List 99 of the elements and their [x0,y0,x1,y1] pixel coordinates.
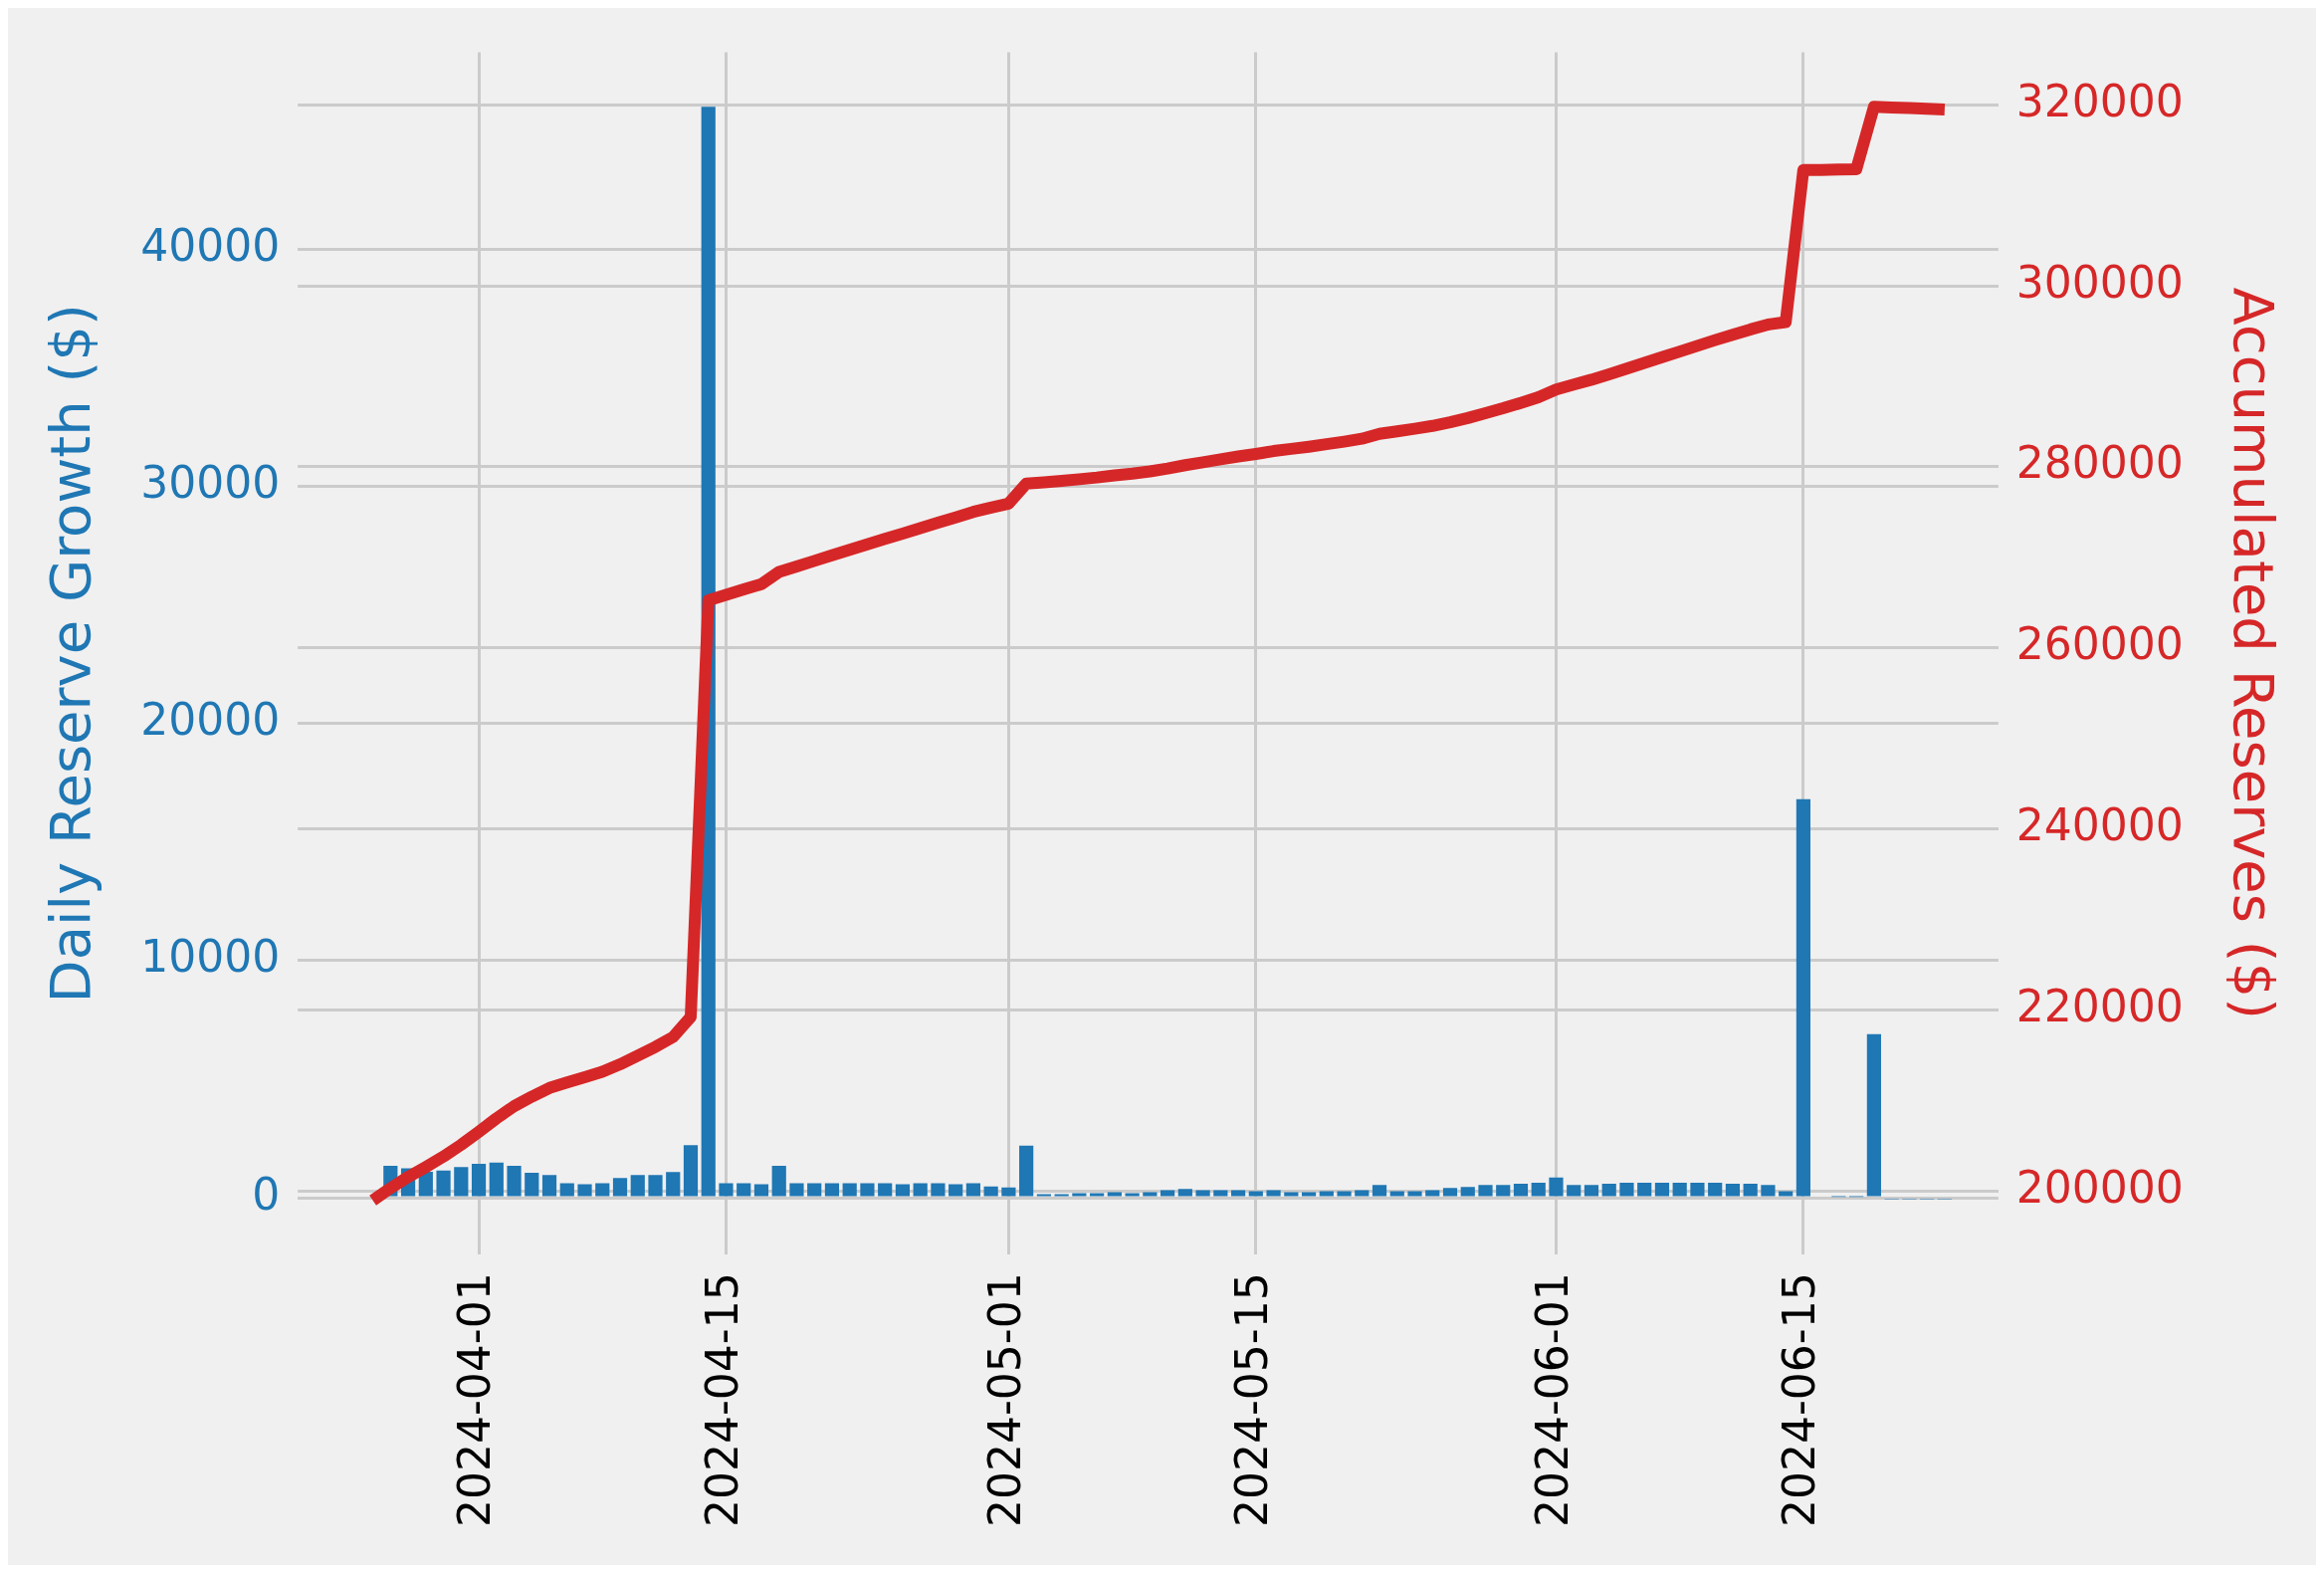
bar [771,1165,786,1197]
bar [1496,1185,1511,1197]
y-tick-label: 10000 [140,931,281,983]
bar [1125,1193,1140,1197]
bar [1319,1191,1334,1197]
bar [1478,1185,1493,1197]
bar [895,1184,911,1197]
x-tick-label: 2024-05-01 [978,1272,1030,1528]
bar [1672,1183,1687,1197]
bar [1442,1188,1458,1197]
y2-tick-label: 240000 [2015,799,2184,851]
bar [737,1183,751,1197]
bar [577,1184,592,1197]
bar [1690,1183,1705,1197]
bar [1761,1185,1776,1197]
bar [807,1183,822,1197]
y-tick-label: 40000 [140,219,281,271]
bar [489,1162,504,1197]
bar [949,1184,963,1197]
bar [1090,1193,1105,1197]
bar [719,1183,734,1197]
bar [860,1183,875,1197]
bar [612,1178,628,1197]
bar [436,1170,451,1197]
y2-tick-label: 300000 [2015,256,2184,308]
y-tick-label: 0 [252,1168,281,1220]
bar [1213,1190,1228,1197]
bar [1372,1185,1387,1197]
bar [1866,1033,1881,1197]
bar [1425,1190,1440,1197]
bar [1036,1194,1051,1197]
bar [1143,1192,1158,1197]
bar [541,1175,557,1197]
bar [1637,1183,1652,1197]
bar [965,1183,980,1197]
bar [418,1171,433,1197]
y-tick-label: 20000 [140,694,281,746]
bar [1337,1191,1352,1197]
bar [1177,1189,1192,1197]
bar [1072,1193,1087,1197]
bar [789,1183,804,1197]
y2-tick-label: 200000 [2015,1162,2184,1214]
bar [1389,1191,1404,1197]
bar [1549,1177,1564,1197]
bar [1531,1183,1546,1197]
bar [1248,1191,1263,1197]
bar [931,1183,946,1197]
bar [1230,1190,1246,1197]
bar [525,1173,539,1197]
bar [1567,1185,1582,1197]
bar [595,1183,610,1197]
x-tick-label: 2024-06-01 [1526,1272,1578,1528]
bar [1460,1187,1475,1197]
bar [1796,798,1810,1197]
bar [1779,1191,1794,1197]
bar [842,1183,857,1197]
bar [1195,1190,1210,1197]
x-tick-label: 2024-05-15 [1226,1272,1278,1528]
bar [648,1175,663,1197]
y2-tick-label: 280000 [2015,437,2184,489]
bar [1601,1184,1616,1197]
bar [1107,1192,1122,1197]
bar [559,1183,574,1197]
bar [471,1164,487,1197]
bar [878,1183,893,1197]
bar [1301,1192,1317,1197]
y-tick-label: 30000 [140,456,281,508]
bar [666,1172,681,1197]
y2-tick-label: 260000 [2015,618,2184,670]
bar [630,1175,645,1197]
bar [1001,1187,1016,1197]
bar [1513,1184,1529,1197]
y2-axis-title: Accumulated Reserves ($) [2220,287,2286,1020]
bar [1161,1190,1175,1197]
bar [1266,1190,1281,1197]
y-axis-title: Daily Reserve Growth ($) [38,304,104,1004]
bar [1725,1184,1741,1197]
bar [683,1145,699,1197]
bar [1584,1185,1599,1197]
y2-tick-label: 220000 [2015,981,2184,1032]
bar [1284,1192,1299,1197]
bar [1619,1183,1634,1197]
bar [1654,1183,1670,1197]
bar [913,1183,928,1197]
bar [1054,1194,1069,1197]
bar [824,1183,840,1197]
bar [1743,1184,1758,1197]
bar [753,1184,769,1197]
bar [1407,1191,1422,1197]
bar [454,1167,469,1197]
x-tick-label: 2024-04-01 [449,1272,501,1528]
y2-tick-label: 320000 [2015,75,2184,126]
bar [1019,1145,1034,1197]
x-tick-label: 2024-04-15 [696,1272,747,1528]
bar [983,1186,998,1197]
bar [1708,1183,1723,1197]
bar [507,1165,522,1197]
x-tick-label: 2024-06-15 [1774,1272,1825,1528]
bar [1355,1190,1370,1197]
